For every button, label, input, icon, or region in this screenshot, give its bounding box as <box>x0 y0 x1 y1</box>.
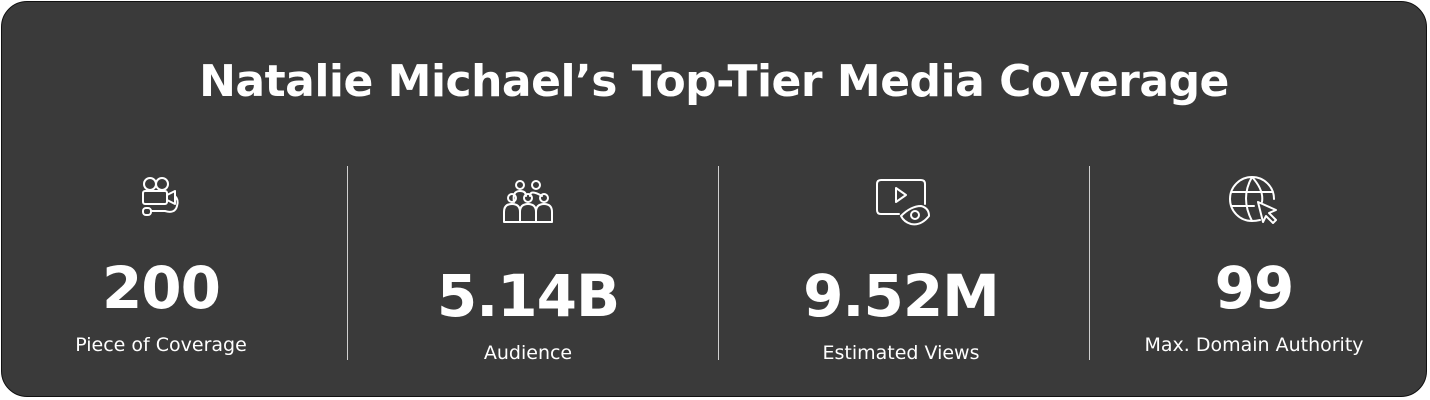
divider <box>347 166 348 360</box>
card-title: Natalie Michael’s Top-Tier Media Coverag… <box>199 56 1229 107</box>
stat-label: Piece of Coverage <box>75 334 247 356</box>
stat-label: Audience <box>483 342 573 364</box>
divider <box>1089 166 1090 360</box>
views-icon <box>876 179 930 226</box>
camera-icon <box>142 177 179 216</box>
stat-label: Estimated Views <box>822 342 980 364</box>
divider <box>718 166 719 360</box>
stat-value: 5.14B <box>436 262 620 330</box>
stat-value: 99 <box>1214 254 1295 322</box>
audience-icon <box>503 180 553 223</box>
stat-value: 9.52M <box>803 262 1000 330</box>
globe-icon <box>1229 176 1277 224</box>
stat-label: Max. Domain Authority <box>1144 334 1364 356</box>
stat-value: 200 <box>101 254 221 322</box>
